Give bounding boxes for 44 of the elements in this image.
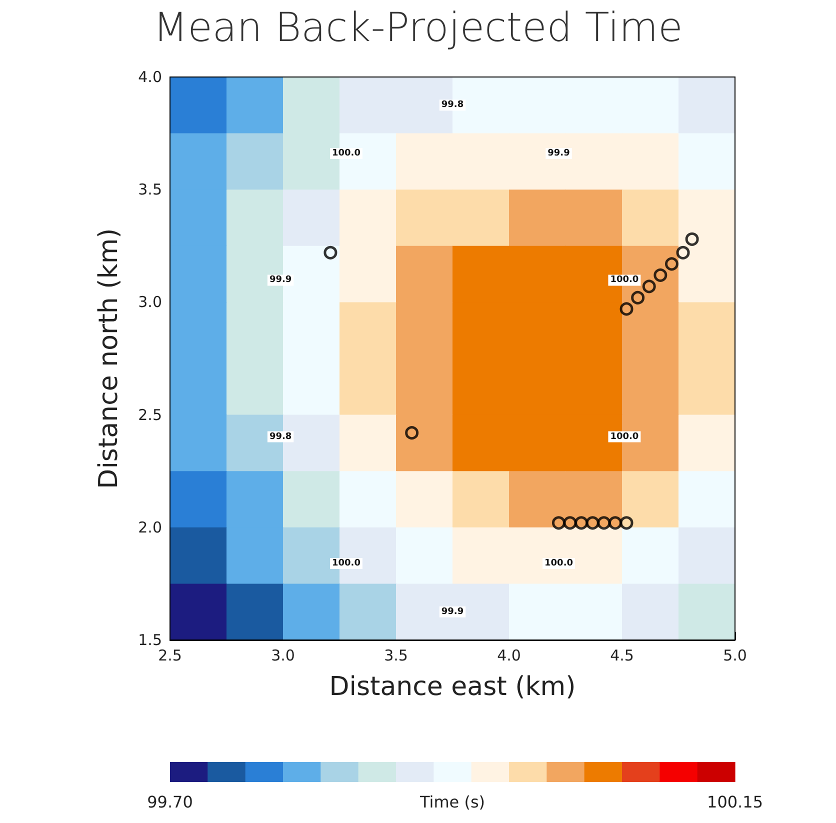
annotation: 99.9 bbox=[269, 275, 292, 286]
color-bar-label: 100.15 bbox=[707, 792, 763, 812]
annotation: 99.8 bbox=[441, 100, 464, 110]
annotation: 99.9 bbox=[548, 148, 570, 159]
annotation: 100.0 bbox=[544, 558, 574, 568]
annotation: 99.9 bbox=[441, 606, 464, 617]
point bbox=[574, 516, 588, 530]
color-bar-label: 99.70 bbox=[147, 792, 193, 812]
point bbox=[664, 257, 678, 271]
point bbox=[642, 280, 656, 294]
x-tick-label: 2.5 bbox=[158, 646, 182, 664]
color-bar-title: Time (s) bbox=[418, 792, 486, 812]
point bbox=[324, 246, 338, 260]
annotation: 100.0 bbox=[332, 148, 360, 159]
point bbox=[608, 516, 622, 530]
annotation: 100.0 bbox=[610, 275, 639, 286]
x-tick-label: 4.0 bbox=[497, 646, 521, 664]
y-tick-label: 2.5 bbox=[138, 406, 162, 424]
y-tick-label: 3.0 bbox=[138, 293, 162, 312]
chart-title: Mean Back-Projected Time bbox=[153, 5, 683, 51]
y-tick-label: 4.0 bbox=[138, 68, 162, 86]
x-tick-label: 4.5 bbox=[610, 646, 634, 664]
point bbox=[631, 290, 645, 304]
x-tick-label: 3.5 bbox=[384, 646, 408, 664]
point bbox=[597, 516, 611, 530]
annotation: 100.0 bbox=[332, 558, 360, 568]
point bbox=[586, 516, 600, 530]
point bbox=[654, 268, 668, 282]
point bbox=[563, 516, 577, 530]
y-tick-label: 1.5 bbox=[138, 631, 162, 649]
point bbox=[552, 516, 566, 530]
annotation: 100.0 bbox=[610, 432, 639, 442]
y-tick-label: 3.5 bbox=[138, 180, 162, 199]
x-tick-label: 5.0 bbox=[723, 646, 747, 664]
annotation: 99.8 bbox=[269, 432, 292, 442]
y-axis-title: Distance north (km) bbox=[94, 228, 124, 489]
point bbox=[405, 426, 419, 440]
point bbox=[676, 246, 690, 260]
x-axis-title: Distance east (km) bbox=[329, 672, 576, 702]
y-tick-label: 2.0 bbox=[138, 518, 162, 536]
x-tick-label: 3.0 bbox=[271, 646, 295, 664]
point bbox=[685, 232, 699, 246]
point bbox=[620, 516, 634, 530]
point bbox=[620, 302, 634, 316]
